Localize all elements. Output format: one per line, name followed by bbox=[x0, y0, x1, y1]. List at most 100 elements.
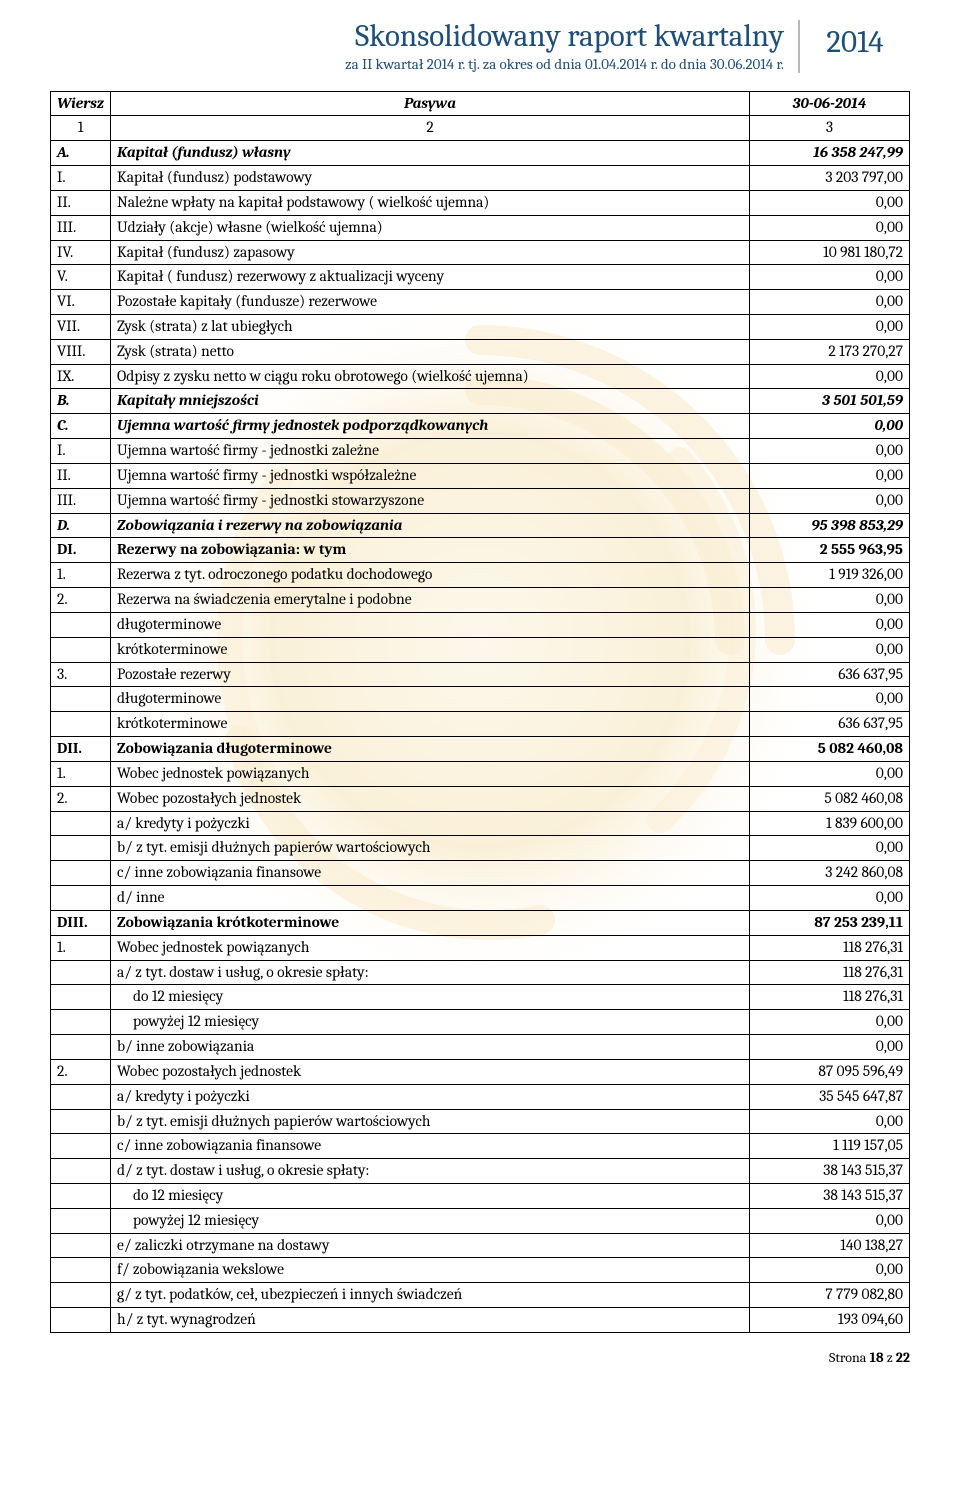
row-id: III. bbox=[51, 215, 111, 240]
row-value: 0,00 bbox=[750, 761, 910, 786]
row-value: 3 501 501,59 bbox=[750, 389, 910, 414]
row-value: 5 082 460,08 bbox=[750, 786, 910, 811]
row-id: VIII. bbox=[51, 339, 111, 364]
table-row: d/ z tyt. dostaw i usług, o okresie spła… bbox=[51, 1159, 910, 1184]
row-id: 3. bbox=[51, 662, 111, 687]
row-id bbox=[51, 1258, 111, 1283]
table-row: do 12 miesięcy118 276,31 bbox=[51, 985, 910, 1010]
row-value: 95 398 853,29 bbox=[750, 513, 910, 538]
row-label: krótkoterminowe bbox=[111, 712, 750, 737]
row-id bbox=[51, 637, 111, 662]
row-id bbox=[51, 1308, 111, 1333]
row-label: Ujemna wartość firmy - jednostki współza… bbox=[111, 463, 750, 488]
table-row: 1.Wobec jednostek powiązanych0,00 bbox=[51, 761, 910, 786]
row-value: 0,00 bbox=[750, 414, 910, 439]
row-id bbox=[51, 1233, 111, 1258]
row-value: 0,00 bbox=[750, 265, 910, 290]
table-row: V.Kapitał ( fundusz) rezerwowy z aktuali… bbox=[51, 265, 910, 290]
row-value: 193 094,60 bbox=[750, 1308, 910, 1333]
row-id bbox=[51, 836, 111, 861]
row-id: VII. bbox=[51, 315, 111, 340]
row-label: Kapitał (fundusz) podstawowy bbox=[111, 166, 750, 191]
row-value: 0,00 bbox=[750, 1035, 910, 1060]
row-id bbox=[51, 1035, 111, 1060]
table-row: powyżej 12 miesięcy0,00 bbox=[51, 1010, 910, 1035]
row-id: DIII. bbox=[51, 910, 111, 935]
row-label: c/ inne zobowiązania finansowe bbox=[111, 1134, 750, 1159]
row-label: Odpisy z zysku netto w ciągu roku obroto… bbox=[111, 364, 750, 389]
row-label: b/ z tyt. emisji dłużnych papierów warto… bbox=[111, 1109, 750, 1134]
row-value: 10 981 180,72 bbox=[750, 240, 910, 265]
row-label: Rezerwa na świadczenia emerytalne i podo… bbox=[111, 588, 750, 613]
row-id bbox=[51, 1159, 111, 1184]
row-label: Wobec pozostałych jednostek bbox=[111, 786, 750, 811]
row-label: Zobowiązania długoterminowe bbox=[111, 737, 750, 762]
row-value: 0,00 bbox=[750, 488, 910, 513]
row-value: 0,00 bbox=[750, 886, 910, 911]
row-label: Zysk (strata) z lat ubiegłych bbox=[111, 315, 750, 340]
row-label: c/ inne zobowiązania finansowe bbox=[111, 861, 750, 886]
row-id: B. bbox=[51, 389, 111, 414]
table-row: D.Zobowiązania i rezerwy na zobowiązania… bbox=[51, 513, 910, 538]
row-value: 38 143 515,37 bbox=[750, 1183, 910, 1208]
table-row: c/ inne zobowiązania finansowe3 242 860,… bbox=[51, 861, 910, 886]
table-row: 1.Wobec jednostek powiązanych118 276,31 bbox=[51, 935, 910, 960]
row-id bbox=[51, 861, 111, 886]
row-id bbox=[51, 1084, 111, 1109]
row-value: 118 276,31 bbox=[750, 960, 910, 985]
row-value: 0,00 bbox=[750, 364, 910, 389]
row-value: 0,00 bbox=[750, 687, 910, 712]
row-value: 1 119 157,05 bbox=[750, 1134, 910, 1159]
table-row: krótkoterminowe636 637,95 bbox=[51, 712, 910, 737]
report-title: Skonsolidowany raport kwartalny bbox=[50, 20, 784, 53]
row-value: 0,00 bbox=[750, 1010, 910, 1035]
table-row: I.Ujemna wartość firmy - jednostki zależ… bbox=[51, 439, 910, 464]
row-id: DI. bbox=[51, 538, 111, 563]
page-header: Skonsolidowany raport kwartalny za II kw… bbox=[50, 20, 910, 73]
row-value: 0,00 bbox=[750, 190, 910, 215]
row-value: 636 637,95 bbox=[750, 712, 910, 737]
table-row: krótkoterminowe0,00 bbox=[51, 637, 910, 662]
table-row: 2.Rezerwa na świadczenia emerytalne i po… bbox=[51, 588, 910, 613]
row-label: e/ zaliczki otrzymane na dostawy bbox=[111, 1233, 750, 1258]
row-label: b/ inne zobowiązania bbox=[111, 1035, 750, 1060]
row-label: Zobowiązania krótkoterminowe bbox=[111, 910, 750, 935]
table-row: DII.Zobowiązania długoterminowe5 082 460… bbox=[51, 737, 910, 762]
liabilities-table: Wiersz Pasywa 30-06-2014 1 2 3 A.Kapitał… bbox=[50, 91, 910, 1333]
row-id: D. bbox=[51, 513, 111, 538]
row-label: powyżej 12 miesięcy bbox=[111, 1208, 750, 1233]
table-row: b/ inne zobowiązania0,00 bbox=[51, 1035, 910, 1060]
table-row: 2.Wobec pozostałych jednostek87 095 596,… bbox=[51, 1059, 910, 1084]
row-label: Ujemna wartość firmy jednostek podporząd… bbox=[111, 414, 750, 439]
row-value: 0,00 bbox=[750, 315, 910, 340]
table-row: d/ inne0,00 bbox=[51, 886, 910, 911]
row-id bbox=[51, 985, 111, 1010]
table-row: DIII.Zobowiązania krótkoterminowe87 253 … bbox=[51, 910, 910, 935]
page-footer: Strona 18 z 22 bbox=[50, 1349, 910, 1366]
row-label: Zobowiązania i rezerwy na zobowiązania bbox=[111, 513, 750, 538]
footer-total: 22 bbox=[896, 1349, 910, 1366]
row-label: Udziały (akcje) własne (wielkość ujemna) bbox=[111, 215, 750, 240]
table-row: VIII.Zysk (strata) netto2 173 270,27 bbox=[51, 339, 910, 364]
row-value: 0,00 bbox=[750, 439, 910, 464]
table-row: III.Ujemna wartość firmy - jednostki sto… bbox=[51, 488, 910, 513]
row-id: IX. bbox=[51, 364, 111, 389]
row-label: krótkoterminowe bbox=[111, 637, 750, 662]
col-header-label: Pasywa bbox=[111, 91, 750, 116]
table-row: a/ kredyty i pożyczki1 839 600,00 bbox=[51, 811, 910, 836]
row-value: 0,00 bbox=[750, 463, 910, 488]
row-label: d/ z tyt. dostaw i usług, o okresie spła… bbox=[111, 1159, 750, 1184]
row-value: 0,00 bbox=[750, 1258, 910, 1283]
row-label: Pozostałe rezerwy bbox=[111, 662, 750, 687]
table-row: c/ inne zobowiązania finansowe1 119 157,… bbox=[51, 1134, 910, 1159]
row-value: 0,00 bbox=[750, 588, 910, 613]
row-value: 3 242 860,08 bbox=[750, 861, 910, 886]
col-num-1: 1 bbox=[51, 116, 111, 141]
table-row: 1.Rezerwa z tyt. odroczonego podatku doc… bbox=[51, 563, 910, 588]
table-row: a/ kredyty i pożyczki35 545 647,87 bbox=[51, 1084, 910, 1109]
table-row: B.Kapitały mniejszości3 501 501,59 bbox=[51, 389, 910, 414]
row-label: Kapitał (fundusz) zapasowy bbox=[111, 240, 750, 265]
row-id: I. bbox=[51, 439, 111, 464]
row-id bbox=[51, 1208, 111, 1233]
row-value: 0,00 bbox=[750, 1208, 910, 1233]
